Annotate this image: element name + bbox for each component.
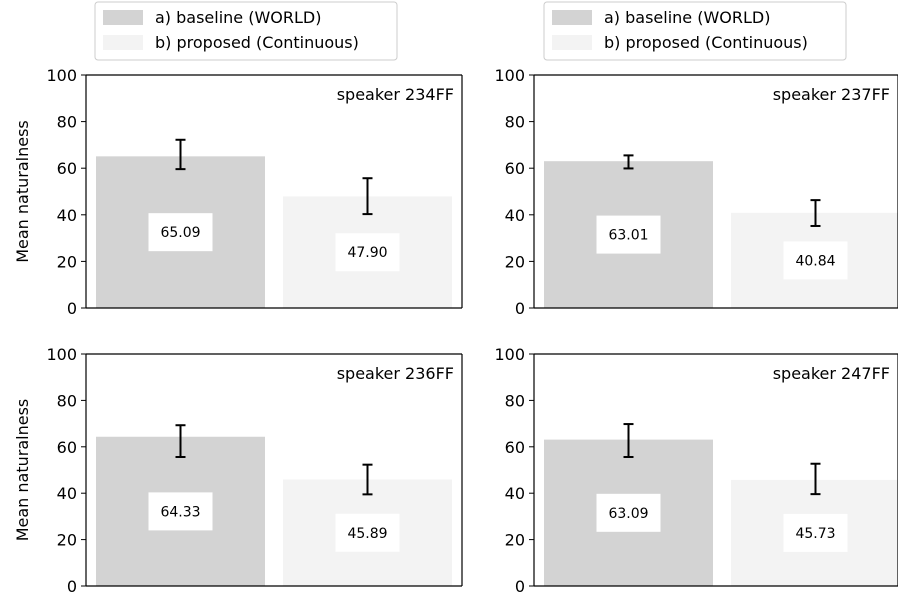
legend-box: [543, 1, 847, 61]
y-tick-label: 40: [505, 206, 525, 225]
y-tick-label: 100: [494, 345, 525, 364]
y-axis-label: Mean naturalness: [13, 399, 32, 542]
legend-swatch: [552, 35, 592, 50]
y-tick-label: 60: [57, 438, 77, 457]
legend-label: a) baseline (WORLD): [155, 8, 321, 27]
data-label-box: [783, 513, 848, 552]
y-tick-label: 100: [46, 345, 77, 364]
y-tick-label: 60: [505, 159, 525, 178]
y-tick-label: 40: [505, 484, 525, 503]
y-tick-label: 0: [67, 577, 77, 595]
legend-label: b) proposed (Continuous): [604, 33, 808, 52]
y-tick-label: 0: [67, 299, 77, 318]
y-tick-label: 0: [515, 577, 525, 595]
legend-swatch: [103, 35, 143, 50]
data-label: 45.89: [347, 526, 387, 542]
legend-swatch: [103, 10, 143, 25]
y-tick-label: 80: [505, 113, 525, 132]
speaker-annotation: speaker 247FF: [773, 364, 890, 383]
data-label: 40.84: [795, 253, 835, 269]
data-label-box: [148, 492, 213, 531]
y-tick-label: 40: [57, 484, 77, 503]
y-tick-label: 100: [46, 66, 77, 85]
data-label: 64.33: [160, 504, 200, 520]
y-tick-label: 20: [505, 252, 525, 271]
y-tick-label: 0: [515, 299, 525, 318]
data-label-box: [596, 493, 661, 532]
y-tick-label: 60: [57, 159, 77, 178]
speaker-annotation: speaker 236FF: [337, 364, 454, 383]
y-tick-label: 80: [505, 391, 525, 410]
y-axis-label: Mean naturalness: [13, 120, 32, 263]
y-tick-label: 80: [57, 113, 77, 132]
y-tick-label: 40: [57, 206, 77, 225]
y-tick-label: 60: [505, 438, 525, 457]
y-tick-label: 20: [505, 531, 525, 550]
data-label: 65.09: [160, 225, 200, 241]
data-label: 47.90: [347, 245, 387, 261]
data-label: 45.73: [795, 526, 835, 542]
y-tick-label: 100: [494, 66, 525, 85]
data-label-box: [335, 513, 400, 552]
data-label-box: [783, 241, 848, 280]
y-tick-label: 20: [57, 531, 77, 550]
speaker-annotation: speaker 234FF: [337, 85, 454, 104]
data-label: 63.01: [608, 228, 648, 244]
speaker-annotation: speaker 237FF: [773, 85, 890, 104]
legend-label: a) baseline (WORLD): [604, 8, 770, 27]
data-label-box: [335, 233, 400, 272]
y-tick-label: 80: [57, 391, 77, 410]
y-tick-label: 20: [57, 252, 77, 271]
data-label-box: [596, 215, 661, 254]
legend-label: b) proposed (Continuous): [155, 33, 359, 52]
data-label: 63.09: [608, 506, 648, 522]
legend-box: [94, 1, 398, 61]
legend-swatch: [552, 10, 592, 25]
data-label-box: [148, 213, 213, 252]
